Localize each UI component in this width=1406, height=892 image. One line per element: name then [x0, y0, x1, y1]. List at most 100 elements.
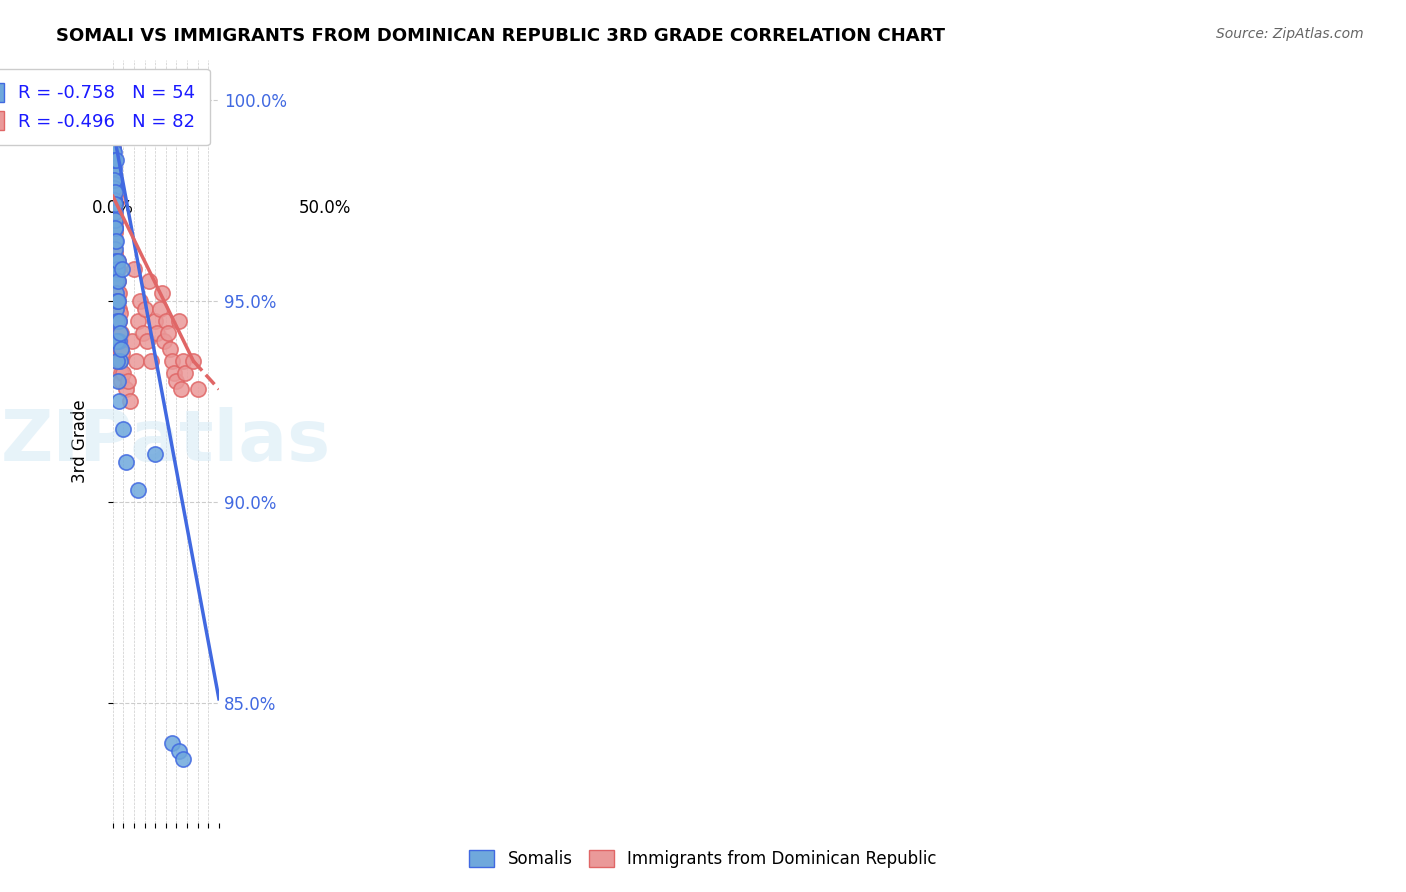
Point	[104, 242, 127, 256]
Point	[172, 752, 194, 766]
Point	[134, 301, 156, 316]
Point	[103, 194, 125, 208]
Point	[156, 326, 179, 340]
Point	[187, 382, 209, 396]
Point	[162, 354, 184, 368]
Point	[103, 186, 125, 200]
Point	[103, 173, 125, 187]
Point	[110, 366, 132, 380]
Point	[103, 242, 125, 256]
Point	[148, 301, 170, 316]
Point	[111, 261, 134, 276]
Point	[105, 326, 128, 340]
Legend: Somalis, Immigrants from Dominican Republic: Somalis, Immigrants from Dominican Repub…	[463, 843, 943, 875]
Point	[103, 213, 125, 227]
Point	[104, 213, 127, 227]
Point	[167, 744, 190, 758]
Point	[103, 178, 125, 192]
Point	[104, 269, 127, 284]
Point	[152, 334, 174, 348]
Text: 50.0%: 50.0%	[299, 200, 352, 218]
Point	[101, 133, 124, 147]
Point	[107, 253, 129, 268]
Point	[104, 234, 127, 248]
Point	[104, 221, 127, 235]
Point	[104, 274, 127, 288]
Point	[150, 285, 173, 300]
Point	[103, 250, 125, 264]
Point	[107, 285, 129, 300]
Point	[131, 326, 153, 340]
Point	[103, 226, 125, 240]
Point	[108, 342, 131, 356]
Point	[155, 314, 177, 328]
Point	[107, 314, 129, 328]
Point	[103, 93, 125, 107]
Point	[112, 366, 135, 380]
Point	[103, 120, 125, 135]
Point	[108, 326, 131, 340]
Point	[114, 382, 136, 396]
Point	[139, 354, 162, 368]
Point	[105, 354, 128, 368]
Point	[117, 374, 139, 388]
Point	[170, 382, 193, 396]
Point	[105, 342, 128, 356]
Point	[103, 157, 125, 171]
Point	[107, 314, 129, 328]
Point	[103, 153, 125, 167]
Point	[105, 314, 128, 328]
Point	[103, 149, 125, 163]
Point	[125, 354, 148, 368]
Point	[107, 293, 129, 308]
Point	[103, 145, 125, 159]
Point	[107, 274, 129, 288]
Point	[104, 293, 127, 308]
Point	[105, 314, 128, 328]
Y-axis label: 3rd Grade: 3rd Grade	[72, 400, 89, 483]
Point	[103, 165, 125, 179]
Point	[105, 213, 128, 227]
Point	[127, 483, 149, 497]
Point	[103, 161, 125, 176]
Point	[129, 293, 152, 308]
Point	[103, 194, 125, 208]
Point	[108, 326, 131, 340]
Point	[143, 314, 166, 328]
Point	[104, 221, 127, 235]
Point	[110, 374, 132, 388]
Point	[104, 245, 127, 260]
Point	[105, 285, 128, 300]
Point	[104, 221, 127, 235]
Point	[108, 285, 131, 300]
Point	[104, 261, 127, 276]
Point	[110, 354, 132, 368]
Point	[183, 354, 205, 368]
Point	[105, 322, 128, 336]
Point	[105, 261, 128, 276]
Point	[110, 342, 132, 356]
Point	[103, 169, 125, 184]
Point	[107, 374, 129, 388]
Point	[105, 334, 128, 348]
Point	[146, 326, 169, 340]
Point	[105, 334, 128, 348]
Point	[103, 181, 125, 195]
Point	[104, 197, 127, 211]
Point	[104, 285, 127, 300]
Point	[105, 354, 128, 368]
Point	[103, 205, 125, 219]
Point	[143, 447, 166, 461]
Point	[103, 221, 125, 235]
Point	[105, 274, 128, 288]
Point	[101, 141, 124, 155]
Text: SOMALI VS IMMIGRANTS FROM DOMINICAN REPUBLIC 3RD GRADE CORRELATION CHART: SOMALI VS IMMIGRANTS FROM DOMINICAN REPU…	[56, 27, 945, 45]
Point	[104, 282, 127, 296]
Text: ZIPatlas: ZIPatlas	[1, 407, 330, 476]
Point	[104, 253, 127, 268]
Point	[166, 374, 188, 388]
Point	[105, 293, 128, 308]
Point	[108, 334, 131, 348]
Point	[110, 326, 132, 340]
Point	[110, 354, 132, 368]
